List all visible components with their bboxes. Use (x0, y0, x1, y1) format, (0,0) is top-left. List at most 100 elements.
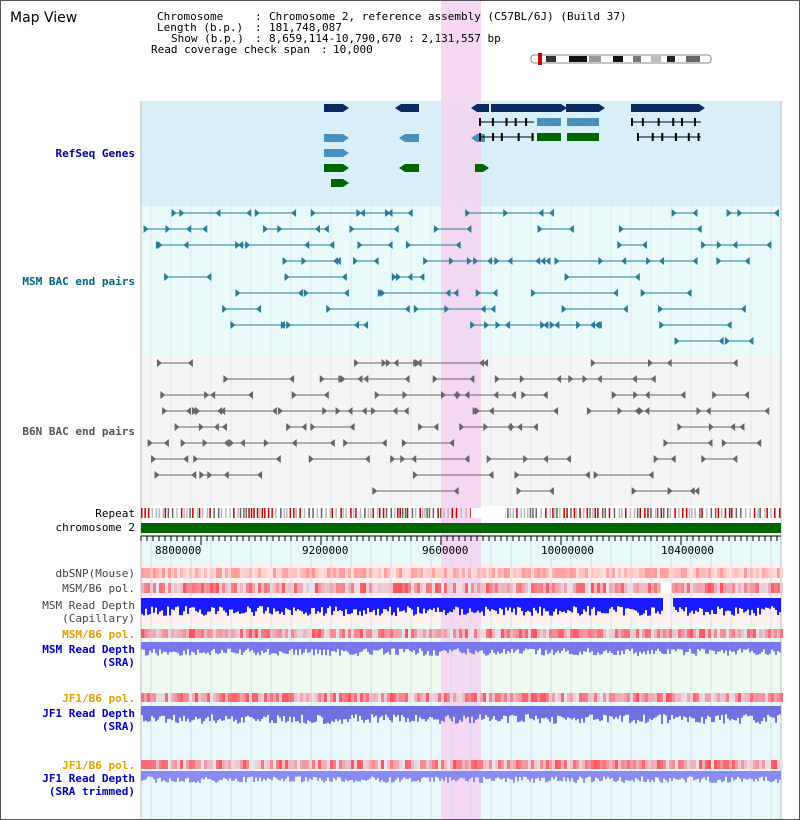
repeat-mark (455, 508, 458, 518)
read-depth-bar (375, 706, 377, 716)
polymorphism-heat-cell (672, 629, 675, 638)
polymorphism-heat-cell (348, 583, 351, 593)
polymorphism-heat-cell (333, 583, 336, 593)
track-label-msm-depth-sra[interactable]: MSM Read Depth (42, 643, 135, 656)
read-depth-bar (203, 771, 205, 780)
read-depth-bar (497, 706, 499, 722)
bac-end-marker (156, 359, 162, 367)
bac-end-marker (354, 359, 360, 367)
read-depth-bar (271, 706, 273, 721)
read-depth-bar (559, 706, 561, 717)
polymorphism-heat-cell (189, 760, 192, 769)
polymorphism-heat-cell (141, 629, 144, 638)
track-label-repeat[interactable]: Repeat (95, 507, 135, 520)
polymorphism-heat-cell (663, 693, 666, 702)
read-depth-bar (489, 598, 491, 612)
polymorphism-heat-cell (192, 760, 195, 769)
track-label-msm-b6-pol-1[interactable]: MSM/B6 pol. (62, 582, 135, 595)
read-depth-bar (249, 642, 251, 652)
read-depth-bar (207, 598, 209, 612)
track-label-refseq-genes[interactable]: RefSeq Genes (55, 147, 135, 160)
read-depth-bar (351, 598, 353, 613)
read-depth-bar (273, 706, 275, 723)
read-depth-bar (591, 706, 593, 715)
polymorphism-heat-cell (309, 629, 312, 638)
polymorphism-heat-cell (225, 583, 228, 593)
polymorphism-heat-cell (231, 693, 234, 702)
polymorphism-heat-cell (675, 629, 678, 638)
polymorphism-heat-cell (150, 760, 153, 769)
read-depth-bar (453, 642, 455, 650)
read-depth-bar (711, 771, 713, 783)
polymorphism-heat-cell (261, 583, 264, 593)
bac-end-marker (401, 439, 407, 447)
polymorphism-heat-cell (324, 693, 327, 702)
track-label-jf1-depth-sra[interactable]: JF1 Read Depth (42, 707, 135, 720)
polymorphism-heat-cell (702, 760, 705, 769)
read-depth-bar (193, 598, 195, 608)
polymorphism-heat-cell (660, 693, 663, 702)
bac-end-marker (576, 321, 582, 329)
track-label-msm-depth-capillary[interactable]: MSM Read Depth (42, 599, 135, 612)
gene-arrow (343, 134, 349, 142)
track-label-jf1-depth-trimmed[interactable]: JF1 Read Depth (42, 772, 135, 785)
polymorphism-heat-cell (507, 583, 510, 593)
read-depth-bar (143, 706, 145, 722)
read-depth-bar (251, 642, 253, 651)
read-depth-bar (189, 771, 191, 783)
read-depth-bar (365, 706, 367, 720)
track-label-b6n-bac[interactable]: B6N BAC end pairs (22, 425, 135, 438)
polymorphism-heat-cell (591, 760, 594, 769)
read-depth-bar (459, 642, 461, 652)
polymorphism-heat-cell (486, 760, 489, 769)
polymorphism-heat-cell (729, 583, 732, 593)
read-depth-bar (561, 598, 563, 613)
axis-tick-label: 9200000 (302, 544, 349, 557)
bac-end-marker (492, 289, 498, 297)
read-depth-bar (317, 771, 319, 781)
repeat-mark (293, 508, 295, 518)
read-depth-bar (751, 771, 753, 780)
polymorphism-heat-cell (597, 693, 600, 702)
read-depth-bar (313, 771, 315, 777)
read-depth-bar (447, 771, 449, 783)
polymorphism-heat-cell (294, 693, 297, 702)
read-depth-bar (387, 598, 389, 612)
polymorphism-heat-cell (648, 693, 651, 702)
bac-end-marker (475, 289, 481, 297)
track-label-msm-bac[interactable]: MSM BAC end pairs (22, 275, 135, 288)
read-depth-bar (333, 642, 335, 652)
read-depth-bar (549, 598, 551, 616)
gene-exon (479, 118, 481, 126)
polymorphism-heat-cell (750, 629, 753, 638)
track-label-jf1-b6-pol-1[interactable]: JF1/B6 pol. (62, 692, 135, 705)
read-depth-bar (269, 598, 271, 614)
polymorphism-heat-cell (444, 583, 447, 593)
polymorphism-heat-cell (414, 629, 417, 638)
polymorphism-heat-cell (753, 568, 756, 578)
repeat-mark (608, 508, 611, 518)
read-depth-bar (743, 598, 745, 613)
track-label-msm-b6-pol-2[interactable]: MSM/B6 pol. (62, 628, 135, 641)
read-depth-bar (533, 642, 535, 650)
read-depth-bar (203, 706, 205, 722)
polymorphism-heat-cell (321, 568, 324, 578)
polymorphism-heat-cell (531, 693, 534, 702)
read-depth-bar (727, 642, 729, 656)
bac-end-marker (568, 375, 574, 383)
polymorphism-heat-cell (165, 583, 168, 593)
read-depth-bar (363, 598, 365, 611)
polymorphism-heat-cell (438, 629, 441, 638)
read-depth-bar (445, 642, 447, 652)
polymorphism-heat-cell (609, 568, 612, 578)
read-depth-bar (253, 706, 255, 719)
track-label-dbsnp[interactable]: dbSNP(Mouse) (55, 567, 135, 580)
read-depth-bar (477, 706, 479, 719)
bac-end-marker (764, 407, 770, 415)
repeat-mark (155, 508, 158, 518)
polymorphism-heat-cell (309, 693, 312, 702)
bac-end-marker (488, 471, 494, 479)
read-depth-bar (703, 771, 705, 778)
read-depth-bar (447, 642, 449, 654)
track-label-jf1-b6-pol-2[interactable]: JF1/B6 pol. (62, 759, 135, 772)
